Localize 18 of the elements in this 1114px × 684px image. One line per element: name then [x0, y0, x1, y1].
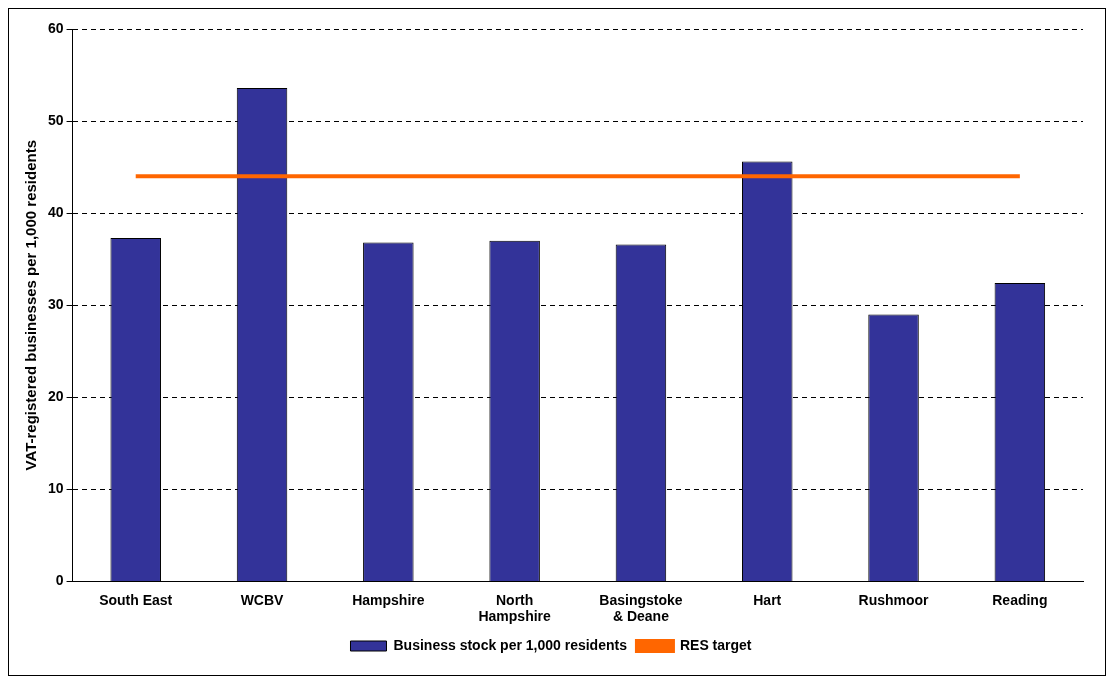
x-tick-label: Hampshire [352, 591, 425, 608]
x-tick-label: Reading [992, 591, 1048, 608]
x-tick-label: WCBV [240, 591, 285, 608]
legend-label: Business stock per 1,000 residents [393, 636, 628, 653]
x-tick-label: Rushmoor [858, 591, 930, 608]
y-tick-label: 30 [47, 296, 64, 313]
x-tick-label: Basingstoke & Deane [599, 591, 683, 625]
x-tick-label: North Hampshire [478, 591, 552, 625]
y-tick-label: 40 [47, 203, 64, 220]
y-tick-label: 0 [55, 572, 64, 589]
y-axis-title: VAT-registered businesses per 1,000 residents [22, 139, 40, 471]
x-tick-label: South East [99, 591, 173, 608]
y-tick-label: 50 [47, 111, 64, 128]
y-tick-label: 60 [47, 19, 64, 36]
y-tick-label: 20 [47, 388, 64, 405]
x-tick-label: Hart [753, 591, 782, 608]
y-tick-label: 10 [47, 480, 64, 497]
legend-label: RES target [679, 636, 752, 653]
